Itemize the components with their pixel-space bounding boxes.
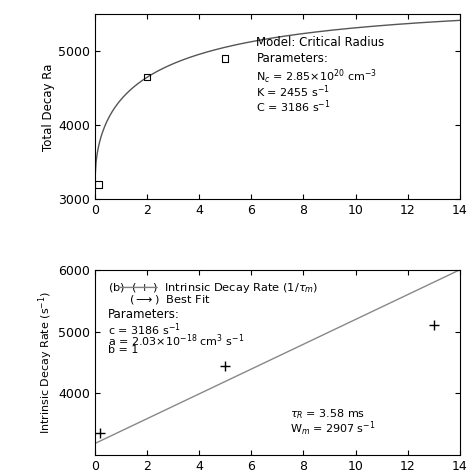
Point — [95, 181, 102, 188]
Text: N$_c$ = 2.85$\times$10$^{20}$ cm$^{-3}$: N$_c$ = 2.85$\times$10$^{20}$ cm$^{-3}$ — [256, 68, 377, 86]
Point — [221, 55, 229, 63]
Text: ($\mathrm{\longrightarrow}$)  Best Fit: ($\mathrm{\longrightarrow}$) Best Fit — [128, 293, 210, 306]
Text: Parameters:: Parameters: — [256, 52, 328, 65]
Text: c = 3186 s$^{-1}$: c = 3186 s$^{-1}$ — [108, 321, 181, 337]
Text: a = 2.03$\times$10$^{-18}$ cm$^3$ s$^{-1}$: a = 2.03$\times$10$^{-18}$ cm$^3$ s$^{-1… — [108, 333, 244, 349]
Point — [430, 321, 438, 329]
Text: W$_m$ = 2907 s$^{-1}$: W$_m$ = 2907 s$^{-1}$ — [290, 419, 376, 438]
Text: $\tau_R$ = 3.58 ms: $\tau_R$ = 3.58 ms — [290, 407, 365, 421]
Text: Model: Critical Radius: Model: Critical Radius — [256, 36, 385, 49]
Point — [143, 73, 151, 81]
Text: K = 2455 s$^{-1}$: K = 2455 s$^{-1}$ — [256, 83, 331, 100]
Point — [96, 429, 104, 437]
Text: C = 3186 s$^{-1}$: C = 3186 s$^{-1}$ — [256, 99, 331, 115]
Text: b = 1: b = 1 — [108, 345, 138, 355]
Y-axis label: Intrinsic Decay Rate (s$^{-1}$): Intrinsic Decay Rate (s$^{-1}$) — [36, 291, 55, 434]
Y-axis label: Total Decay Ra: Total Decay Ra — [42, 63, 55, 151]
Text: Parameters:: Parameters: — [108, 308, 180, 321]
Text: (b)  ( + )  Intrinsic Decay Rate (1/$\tau_m$): (b) ( + ) Intrinsic Decay Rate (1/$\tau_… — [108, 281, 318, 295]
Point — [221, 362, 229, 369]
